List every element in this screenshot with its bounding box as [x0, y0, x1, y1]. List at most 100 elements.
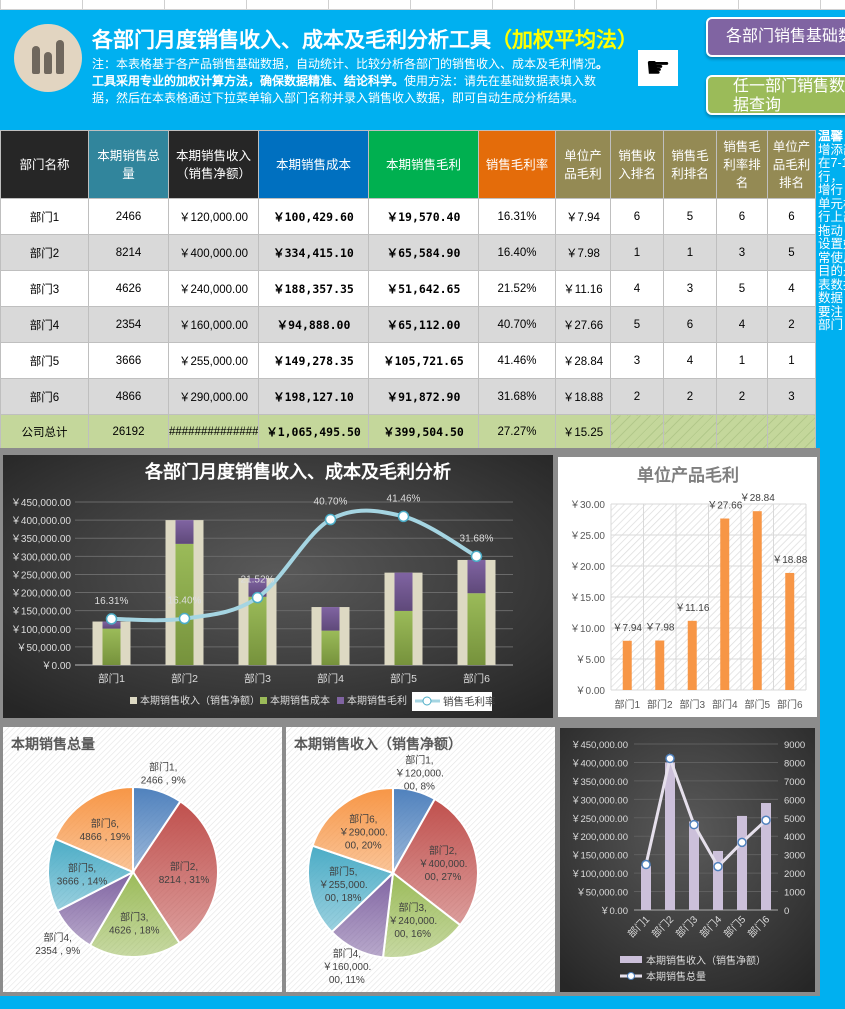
- table-cell: ￥94,888.00: [258, 306, 369, 343]
- revenue-pie-panel[interactable]: 本期销售收入（销售净额） 部门1, ￥120,000. 00, 8% 部门2, ￥400,…: [286, 727, 555, 992]
- table-cell: 5: [663, 198, 717, 235]
- table-cell: ￥28.84: [555, 342, 611, 379]
- tip-line: 拖动: [818, 223, 844, 238]
- tip-line: 常使用: [818, 250, 845, 265]
- y-tick-label: ￥200,000.00: [11, 589, 71, 600]
- y-tick-label: ￥150,000.00: [11, 607, 71, 618]
- table-cell: 4: [663, 342, 717, 379]
- margin-rate-marker: [105, 613, 118, 625]
- slice-label: 4626 , 18%: [109, 925, 160, 936]
- basic-data-button[interactable]: 各部门销售基础数据: [706, 17, 845, 57]
- volume-marker: [689, 819, 699, 830]
- table-cell: ￥7.94: [555, 198, 611, 235]
- table-cell: 2: [663, 378, 717, 415]
- profit-bar: [321, 607, 340, 631]
- combo-chart-panel[interactable]: 各部门月度销售收入、成本及毛利分析 ￥0.00 ￥50,000.00 ￥100,000…: [3, 455, 553, 718]
- column-header: 销售毛利排名: [663, 130, 717, 199]
- data-label: 41.46%: [387, 493, 421, 504]
- table-cell: 3: [610, 342, 664, 379]
- table-cell: ￥65,112.00: [368, 306, 479, 343]
- legend-label: 本期销售收入（销售净额）: [646, 954, 766, 967]
- chart-title: 本期销售总量: [11, 736, 95, 752]
- y-tick-label: ￥400,000.00: [11, 516, 71, 527]
- total-cell: [610, 414, 664, 449]
- pointing-hand-icon: ☛: [638, 50, 678, 86]
- slice-label: 部门4,: [333, 947, 361, 960]
- y-tick-label: ￥50,000.00: [576, 888, 628, 899]
- slice-label: 部门5,: [68, 861, 96, 874]
- slice-label: 部门5,: [329, 865, 357, 878]
- y-tick-label: ￥50,000.00: [17, 643, 72, 654]
- slice-label: ￥400,000.: [419, 859, 468, 870]
- total-cell: [767, 414, 816, 449]
- table-cell: 6: [610, 198, 664, 235]
- legend-swatch: [337, 697, 344, 704]
- table-cell: 16.31%: [478, 198, 556, 235]
- total-row: 公司总计 26192 ############## ￥1,065,495.50 ￥399…: [0, 414, 816, 449]
- y-tick-label: ￥30.00: [570, 500, 605, 511]
- y-tick-label: ￥450,000.00: [11, 498, 71, 509]
- x-tick-label: 部门6: [463, 672, 490, 685]
- chart-title: 单位产品毛利: [637, 465, 739, 485]
- cost-bar: [248, 596, 267, 665]
- data-label: ￥28.84: [740, 493, 775, 504]
- volume-marker: [641, 859, 651, 870]
- table-cell: 6: [663, 306, 717, 343]
- pie-slice: [307, 844, 395, 934]
- data-label: ￥27.66: [707, 501, 742, 512]
- table-cell: 部门2: [0, 234, 89, 271]
- table-row: 部门6 4866 ￥290,000.00 ￥198,127.10 ￥91,872.90 3…: [0, 378, 816, 415]
- y-tick-label: ￥300,000.00: [11, 552, 71, 563]
- spreadsheet-grid-row: [0, 0, 845, 10]
- y2-tick-label: 2000: [784, 869, 805, 880]
- total-cell: ￥1,065,495.50: [258, 414, 369, 449]
- table-cell: 2466: [88, 198, 169, 235]
- volume-marker: [737, 837, 747, 848]
- legend-swatch: [620, 956, 642, 963]
- y-tick-label: ￥300,000.00: [571, 795, 628, 806]
- table-row: 部门1 2466 ￥120,000.00 ￥100,429.60 ￥19,570.40 1…: [0, 198, 816, 235]
- table-header-row: 部门名称 本期销售总量 本期销售收入（销售净额） 本期销售成本 本期销售毛利 销售毛利率单…: [0, 130, 816, 199]
- legend-marker: [627, 972, 635, 980]
- column-header: 部门名称: [0, 130, 89, 199]
- revenue-bar: [737, 815, 747, 910]
- table-cell: 2: [767, 306, 816, 343]
- column-header: 本期销售毛利: [368, 130, 479, 199]
- slice-label: 3666 , 14%: [57, 876, 108, 887]
- tip-line: 要注: [818, 304, 844, 319]
- slice-label: 部门2,: [170, 860, 198, 873]
- revenue-bar: [713, 850, 723, 910]
- pie-slice: [88, 870, 181, 958]
- table-cell: ￥91,872.90: [368, 378, 479, 415]
- slice-label: ￥290,000.: [339, 828, 388, 839]
- unit-profit-chart-panel[interactable]: 单位产品毛利 ￥0.00 ￥5.00 ￥10.00 ￥15.00 ￥20.00 ￥25.00…: [558, 457, 817, 717]
- data-label: ￥7.94: [613, 623, 643, 634]
- column-header: 销售收入排名: [610, 130, 664, 199]
- slice-label: 00, 11%: [329, 975, 365, 986]
- department-query-button[interactable]: 任一部门销售数据查询: [706, 75, 845, 115]
- table-cell: ￥18.88: [555, 378, 611, 415]
- tip-line: 目的是: [818, 264, 845, 278]
- tip-line: 在7-1: [818, 156, 845, 170]
- volume-pie-panel[interactable]: 本期销售总量 部门1, 2466 , 9% 部门2, 8214 , 31% 部门3, 462…: [3, 727, 282, 992]
- page-title: 各部门月度销售收入、成本及毛利分析工具（加权平均法）: [92, 24, 638, 54]
- y-tick-label: ￥450,000.00: [571, 740, 628, 751]
- slice-label: 部门4,: [44, 931, 72, 944]
- chart-background: [560, 728, 815, 992]
- table-cell: 部门4: [0, 306, 89, 343]
- table-cell: 1: [610, 234, 664, 271]
- legend-label: 本期销售收入（销售净额）: [140, 694, 260, 707]
- slice-label: 部门6,: [91, 817, 119, 830]
- slice-label: ￥160,000.: [322, 962, 371, 973]
- revenue-volume-chart-panel[interactable]: ￥0.00 0 ￥50,000.00 1000 ￥100,000.00 2000 ￥150,…: [560, 728, 815, 992]
- margin-rate-marker: [397, 510, 410, 523]
- table-cell: 2: [716, 378, 768, 415]
- tip-line: 行上部: [818, 210, 845, 224]
- table-cell: ￥400,000.00: [168, 234, 259, 271]
- column-header: 本期销售成本: [258, 130, 369, 199]
- x-tick-label: 部门1: [98, 672, 125, 685]
- x-tick-label: 部门2: [647, 698, 673, 711]
- column-header: 单位产品毛利排名: [767, 130, 816, 199]
- total-cell: [716, 414, 768, 449]
- table-cell: ￥290,000.00: [168, 378, 259, 415]
